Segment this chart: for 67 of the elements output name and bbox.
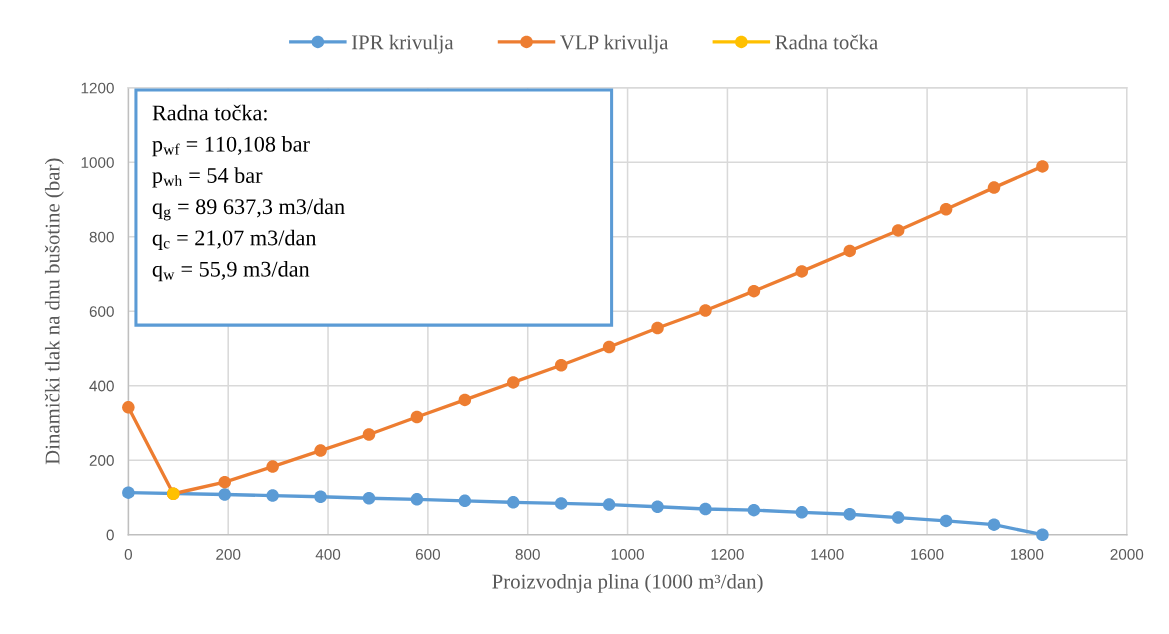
- point: [987, 518, 1001, 531]
- point: [891, 224, 905, 237]
- y-tick-label: 1000: [81, 157, 114, 168]
- legend-label: Radna točka: [775, 34, 878, 50]
- point: [747, 284, 761, 298]
- point: [458, 494, 472, 508]
- point: [602, 498, 616, 511]
- point: [651, 321, 664, 335]
- point: [507, 496, 520, 509]
- point: [747, 503, 761, 517]
- point: [891, 511, 905, 524]
- point: [122, 486, 135, 499]
- point: [410, 493, 424, 506]
- point: [362, 491, 376, 505]
- point: [458, 393, 472, 407]
- x-tick-label: 800: [515, 549, 540, 560]
- point: [218, 475, 231, 489]
- x-tick-label: 200: [216, 549, 241, 560]
- y-tick-label: 0: [106, 529, 114, 541]
- legend-label: IPR krivulja: [351, 34, 454, 54]
- y-tick-label: 600: [89, 306, 114, 317]
- point: [266, 489, 279, 502]
- point: [602, 340, 616, 354]
- point: [554, 497, 568, 510]
- annotation: q$_{c}$ = 21,07 m3/dan: [152, 229, 317, 250]
- point: [795, 506, 809, 519]
- point: [122, 401, 135, 414]
- annotation: p$_{wf}$ = 110,108 bar: [152, 136, 310, 157]
- point: [699, 502, 712, 516]
- point: [1036, 528, 1049, 541]
- point: [843, 244, 856, 258]
- legend-label: VLP krivulja: [560, 34, 669, 54]
- point: [314, 490, 327, 503]
- x-tick-label: 1000: [611, 549, 644, 560]
- point: [987, 181, 1001, 194]
- point: [507, 376, 520, 389]
- point: [362, 428, 376, 441]
- x-tick-label: 400: [315, 549, 341, 560]
- point: [266, 460, 279, 473]
- y-tick-label: 800: [89, 231, 114, 243]
- x-tick-label: 600: [415, 549, 441, 560]
- x-axis-title: Proizvodnja plina (1000 m³/dan): [492, 573, 763, 593]
- y-tick-label: 400: [89, 380, 114, 392]
- point: [410, 410, 424, 424]
- annotation: Radna točka:: [152, 104, 267, 121]
- point: [843, 507, 856, 521]
- annotation: q$_{w}$ = 55,9 m3/dan: [152, 261, 310, 282]
- point: [795, 265, 809, 278]
- x-tick-label: 0: [124, 549, 133, 560]
- point: [314, 444, 327, 457]
- point: [939, 202, 953, 216]
- annotation: p$_{wh}$ = 54 bar: [152, 167, 263, 188]
- point: [651, 500, 664, 514]
- point: [218, 488, 231, 501]
- x-tick-label: 2000: [1110, 549, 1144, 560]
- x-tick-label: 1200: [711, 549, 744, 560]
- point: [939, 514, 953, 528]
- point: [1036, 160, 1049, 173]
- point: [699, 304, 712, 317]
- x-tick-label: 1600: [911, 549, 944, 560]
- y-tick-label: 1200: [81, 82, 114, 94]
- point: [554, 359, 568, 372]
- y-tick-label: 200: [89, 455, 114, 466]
- y-axis-title: Dinamički tlak na dnu bušotine (bar): [44, 158, 64, 465]
- annotation: q$_{g}$ = 89 637,3 m3/dan: [152, 198, 345, 221]
- x-tick-label: 1400: [811, 549, 844, 560]
- x-tick-label: 1800: [1011, 549, 1044, 560]
